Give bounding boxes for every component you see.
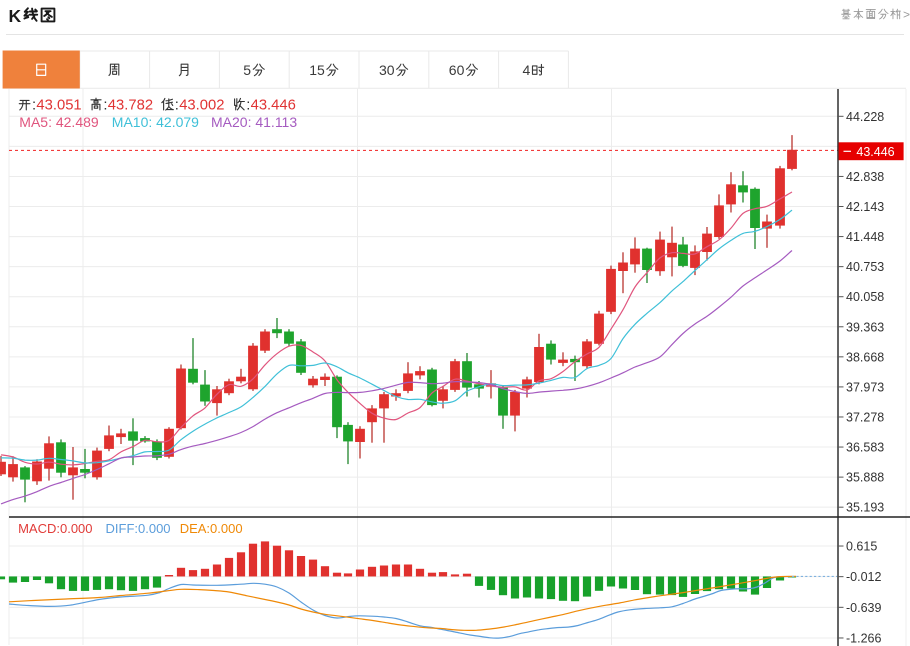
svg-text:43.002: 43.002 [179, 98, 224, 114]
svg-text:4: 4 [523, 62, 531, 78]
svg-text:30: 30 [379, 62, 395, 78]
svg-text:44.228: 44.228 [846, 110, 884, 124]
svg-text:37.278: 37.278 [846, 410, 884, 424]
svg-text:-0.012: -0.012 [846, 570, 881, 584]
svg-text:41.448: 41.448 [846, 230, 884, 244]
svg-text:36.583: 36.583 [846, 441, 884, 455]
svg-text:42.143: 42.143 [846, 200, 884, 214]
svg-text:43.446: 43.446 [251, 98, 296, 114]
svg-text:40.058: 40.058 [846, 290, 884, 304]
svg-text::: : [175, 98, 179, 114]
svg-text::: : [103, 98, 107, 114]
svg-text:MA10: 42.079: MA10: 42.079 [112, 114, 199, 130]
svg-text::: : [246, 98, 250, 114]
svg-text:-1.266: -1.266 [846, 631, 881, 645]
svg-text::: : [32, 98, 36, 114]
svg-text:DEA:0.000: DEA:0.000 [180, 521, 243, 536]
svg-text:-0.639: -0.639 [846, 601, 881, 615]
svg-text:MACD:0.000: MACD:0.000 [18, 521, 92, 536]
svg-text:0.615: 0.615 [846, 540, 877, 554]
svg-text:43.782: 43.782 [108, 98, 153, 114]
svg-text:43.446: 43.446 [856, 145, 894, 159]
svg-text:>: > [903, 7, 910, 21]
svg-text:42.838: 42.838 [846, 170, 884, 184]
svg-text:MA20: 41.113: MA20: 41.113 [211, 114, 297, 130]
svg-text:35.888: 35.888 [846, 471, 884, 485]
svg-text:37.973: 37.973 [846, 380, 884, 394]
svg-text:15: 15 [309, 62, 325, 78]
svg-text:39.363: 39.363 [846, 320, 884, 334]
svg-text:5: 5 [243, 62, 251, 78]
svg-text:43.051: 43.051 [36, 98, 81, 114]
svg-text:38.668: 38.668 [846, 350, 884, 364]
svg-text:MA5: 42.489: MA5: 42.489 [19, 114, 99, 130]
svg-text:K: K [9, 6, 22, 26]
svg-text:40.753: 40.753 [846, 260, 884, 274]
svg-text:60: 60 [449, 62, 465, 78]
svg-text:DIFF:0.000: DIFF:0.000 [106, 521, 171, 536]
svg-text:35.193: 35.193 [846, 501, 884, 515]
